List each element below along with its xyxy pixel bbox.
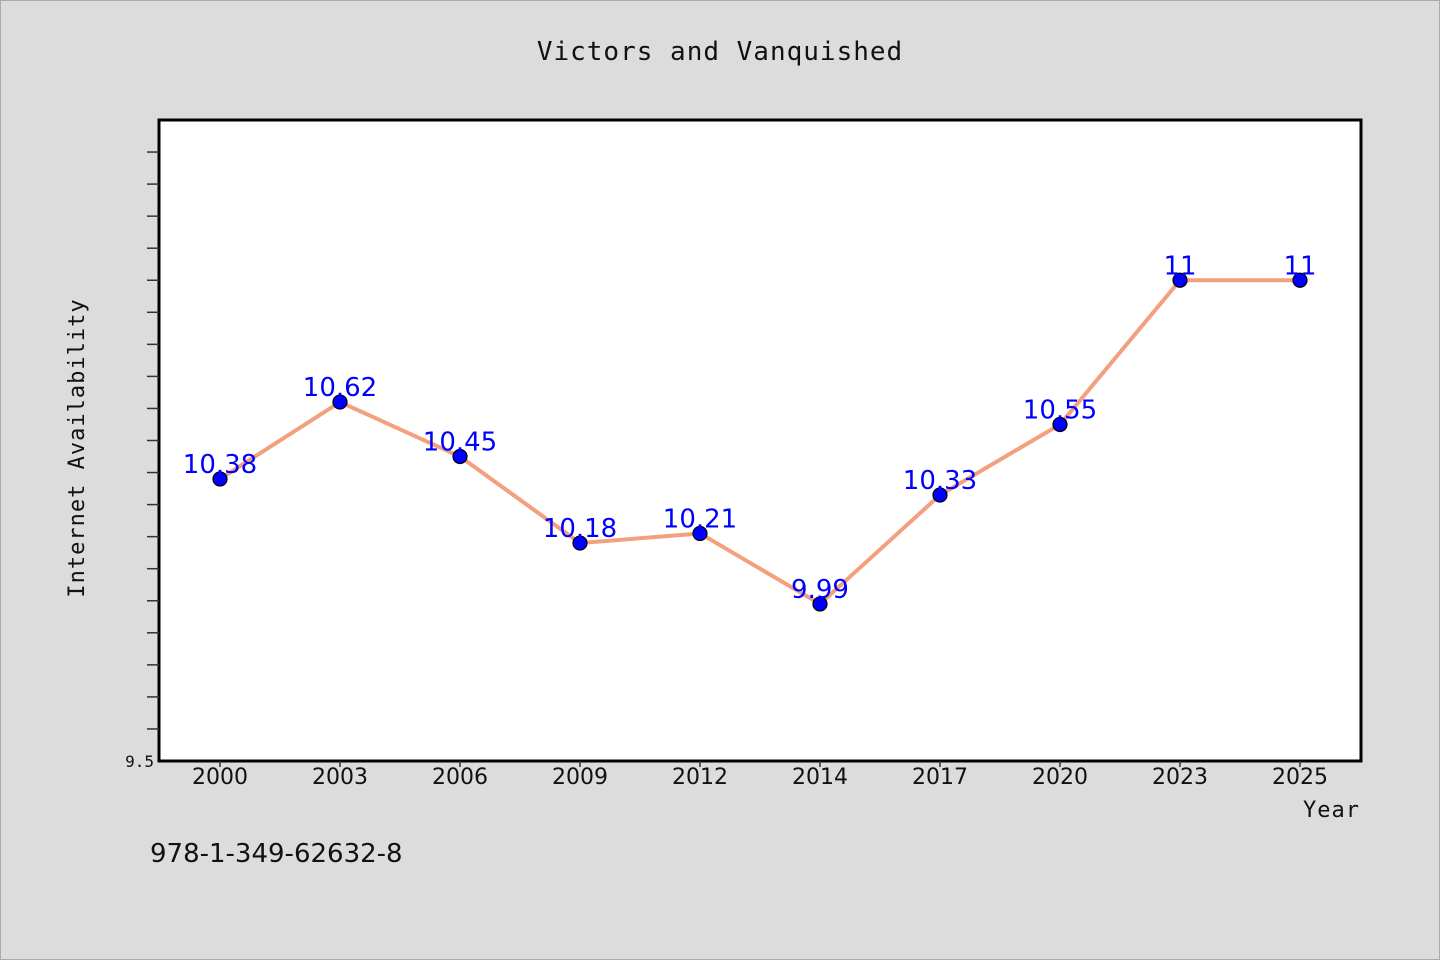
- x-tick-label: 2025: [1272, 765, 1328, 790]
- data-label: 9.99: [791, 575, 849, 605]
- x-tick-label: 2003: [312, 765, 368, 790]
- y-axis-ticks: 9.5: [125, 151, 159, 771]
- data-point: [212, 471, 228, 487]
- data-point: [452, 448, 468, 465]
- data-point: [1172, 272, 1188, 288]
- y-axis-label: Internet Availability: [65, 298, 90, 597]
- x-tick-label: 2006: [432, 765, 488, 790]
- data-point: [572, 535, 588, 551]
- data-label: 10.33: [903, 466, 977, 496]
- x-tick-label: 2009: [552, 765, 608, 790]
- data-label: 10.62: [303, 373, 377, 403]
- data-label: 11: [1283, 251, 1316, 281]
- data-point: [692, 525, 708, 542]
- data-label: 10.21: [663, 504, 737, 534]
- plot-area: [157, 118, 1363, 763]
- data-markers: [212, 272, 1308, 612]
- isbn-text: 978-1-349-62632-8: [150, 839, 403, 869]
- data-label: 11: [1163, 251, 1196, 281]
- x-tick-label: 2000: [192, 765, 248, 790]
- series-line-group: [218, 278, 1300, 606]
- data-point: [812, 596, 828, 612]
- y-tick-label: 9.5: [125, 752, 154, 771]
- data-label: 10.45: [423, 428, 497, 458]
- x-tick-label: 2020: [1032, 765, 1088, 790]
- x-tick-label: 2012: [672, 765, 728, 790]
- data-label: 10.38: [183, 450, 257, 480]
- series-line: [218, 278, 1300, 606]
- data-label: 10.18: [543, 514, 617, 544]
- data-point: [332, 394, 348, 410]
- data-point: [1052, 416, 1068, 433]
- x-tick-label: 2017: [912, 765, 968, 790]
- data-point: [1292, 272, 1308, 288]
- x-tick-label: 2023: [1152, 765, 1208, 790]
- data-point: [932, 487, 948, 503]
- x-tick-label: 2014: [792, 765, 848, 790]
- x-axis-label: Year: [1303, 798, 1360, 823]
- data-labels: 10.38 10.62 10.45 10.18 10.21 9.99 10.33 10.55 1…: [183, 251, 1317, 605]
- chart-title: Victors and Vanquished: [537, 37, 903, 67]
- x-axis-ticks: 2000 2003 2006 2009 2012 2014 2017 2020 2023 2025: [192, 761, 1328, 790]
- data-label: 10.55: [1023, 395, 1097, 425]
